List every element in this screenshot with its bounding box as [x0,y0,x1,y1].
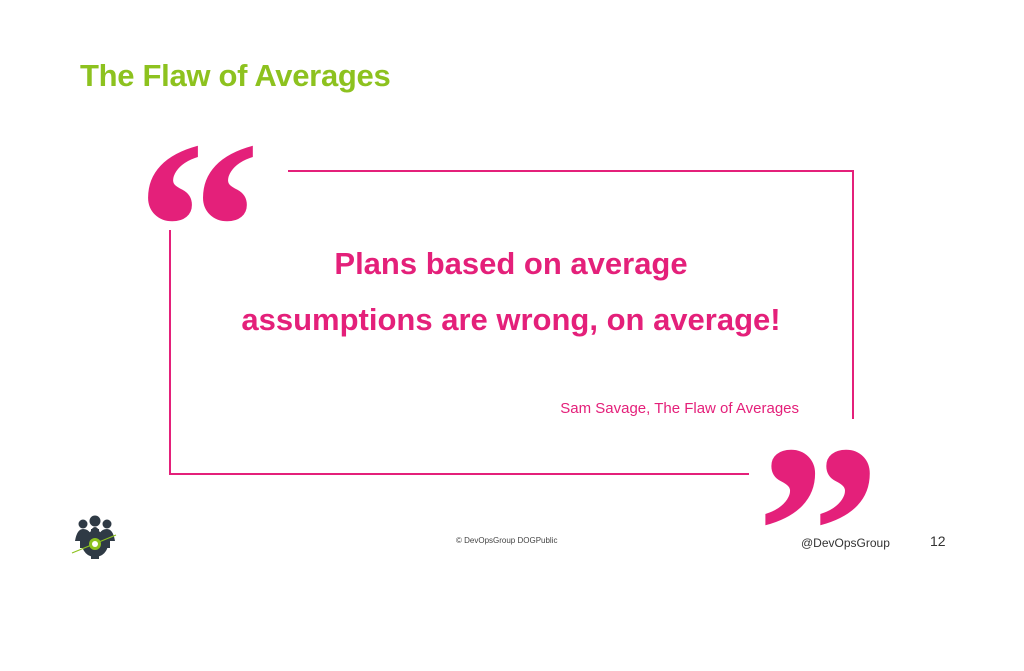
frame-right-line [852,170,854,419]
quote-attribution: Sam Savage, The Flaw of Averages [560,400,799,417]
slide-title: The Flaw of Averages [80,58,391,93]
devopsgroup-logo-icon [71,515,117,559]
close-quote-icon: ” [756,394,881,671]
quote-line-2: assumptions are wrong, on average! [241,302,781,337]
frame-left-line [169,230,171,475]
open-quote-icon: “ [136,90,261,367]
footer-handle: @DevOpsGroup [801,536,890,550]
page-number: 12 [930,533,946,549]
quote-line-1: Plans based on average [334,246,688,281]
frame-bottom-line [169,473,749,475]
frame-top-line [288,170,854,172]
footer-copyright: © DevOpsGroup DOGPublic [456,536,558,545]
